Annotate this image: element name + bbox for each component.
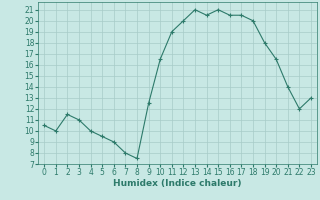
X-axis label: Humidex (Indice chaleur): Humidex (Indice chaleur) bbox=[113, 179, 242, 188]
